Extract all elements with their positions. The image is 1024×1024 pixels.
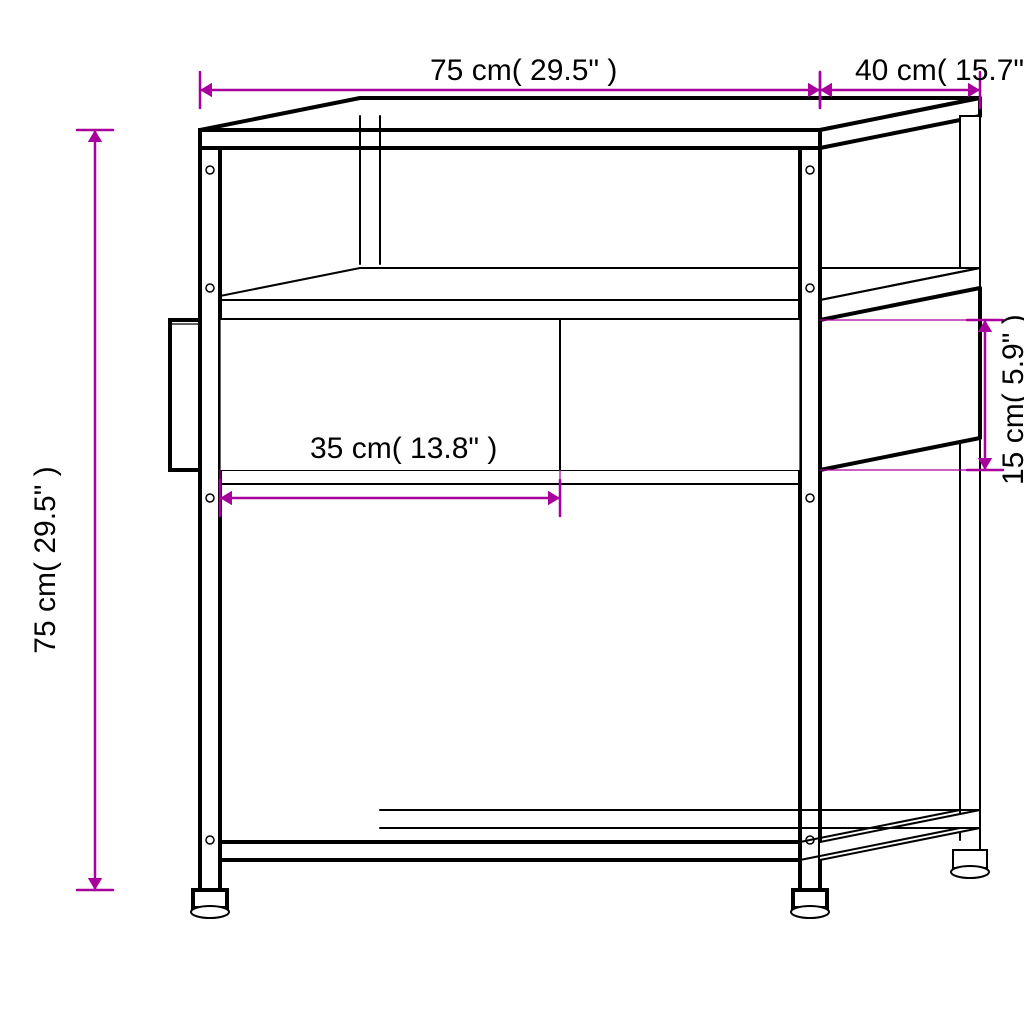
furniture-diagram [170, 98, 989, 918]
dim-height-label: 75 cm( 29.5" ) [29, 466, 62, 653]
dim-height: 75 cm( 29.5" ) [29, 130, 113, 890]
dim-drawer-height-label: 15 cm( 5.9" ) [997, 314, 1024, 485]
dim-depth-label: 40 cm( 15.7" ) [855, 54, 1024, 87]
dim-drawer-width-label: 35 cm( 13.8" ) [310, 432, 497, 465]
dim-width-label: 75 cm( 29.5" ) [430, 54, 617, 87]
